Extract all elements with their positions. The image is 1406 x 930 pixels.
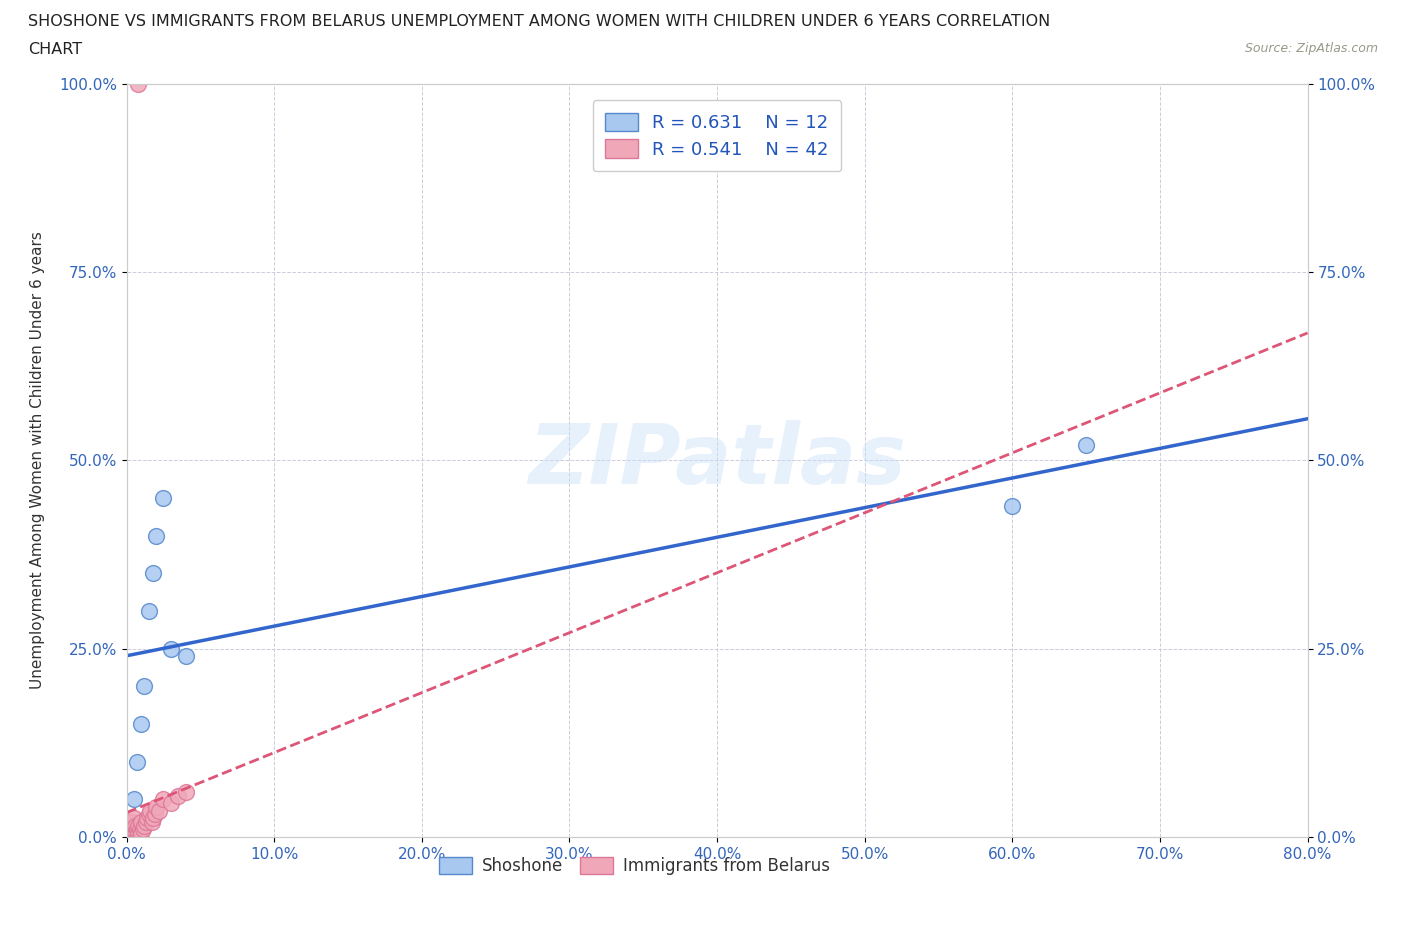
Point: [142, 811, 165, 826]
Point: [134, 679, 156, 694]
Point: [136, 811, 159, 826]
Text: ZIPatlas: ZIPatlas: [529, 419, 905, 501]
Point: [160, 796, 183, 811]
Point: [124, 818, 146, 833]
Point: [160, 642, 183, 657]
Point: [127, 76, 149, 91]
Point: [129, 815, 153, 830]
Point: [145, 528, 167, 543]
Point: [134, 818, 156, 833]
Point: [141, 815, 163, 830]
Point: [120, 830, 142, 844]
Point: [122, 811, 145, 826]
Point: [132, 822, 155, 837]
Point: [120, 822, 142, 837]
Point: [138, 604, 160, 618]
Point: [121, 822, 143, 837]
Point: [128, 830, 150, 844]
Point: [117, 822, 139, 837]
Point: [122, 830, 145, 844]
Legend: Shoshone, Immigrants from Belarus: Shoshone, Immigrants from Belarus: [432, 850, 837, 882]
Point: [127, 826, 149, 841]
Point: [152, 491, 174, 506]
Point: [138, 807, 160, 822]
Point: [142, 565, 165, 580]
Point: [118, 830, 141, 844]
Point: [120, 826, 142, 841]
Point: [174, 784, 197, 799]
Text: CHART: CHART: [28, 42, 82, 57]
Point: [118, 826, 141, 841]
Point: [1001, 498, 1024, 513]
Point: [145, 800, 167, 815]
Point: [139, 804, 162, 818]
Point: [118, 818, 141, 833]
Point: [135, 815, 157, 830]
Point: [174, 649, 197, 664]
Point: [1076, 438, 1098, 453]
Point: [125, 822, 148, 837]
Point: [143, 807, 166, 822]
Point: [121, 830, 143, 844]
Point: [127, 818, 149, 833]
Point: [125, 754, 148, 769]
Point: [129, 717, 153, 732]
Point: [124, 826, 146, 841]
Y-axis label: Unemployment Among Women with Children Under 6 years: Unemployment Among Women with Children U…: [30, 232, 45, 689]
Point: [129, 826, 153, 841]
Point: [122, 822, 145, 837]
Point: [121, 815, 143, 830]
Point: [148, 804, 170, 818]
Point: [152, 792, 174, 807]
Point: [120, 815, 142, 830]
Point: [117, 826, 139, 841]
Point: [117, 830, 139, 844]
Point: [122, 792, 145, 807]
Point: [125, 830, 148, 844]
Point: [167, 788, 190, 803]
Text: SHOSHONE VS IMMIGRANTS FROM BELARUS UNEMPLOYMENT AMONG WOMEN WITH CHILDREN UNDER: SHOSHONE VS IMMIGRANTS FROM BELARUS UNEM…: [28, 14, 1050, 29]
Point: [128, 822, 150, 837]
Text: Source: ZipAtlas.com: Source: ZipAtlas.com: [1244, 42, 1378, 55]
